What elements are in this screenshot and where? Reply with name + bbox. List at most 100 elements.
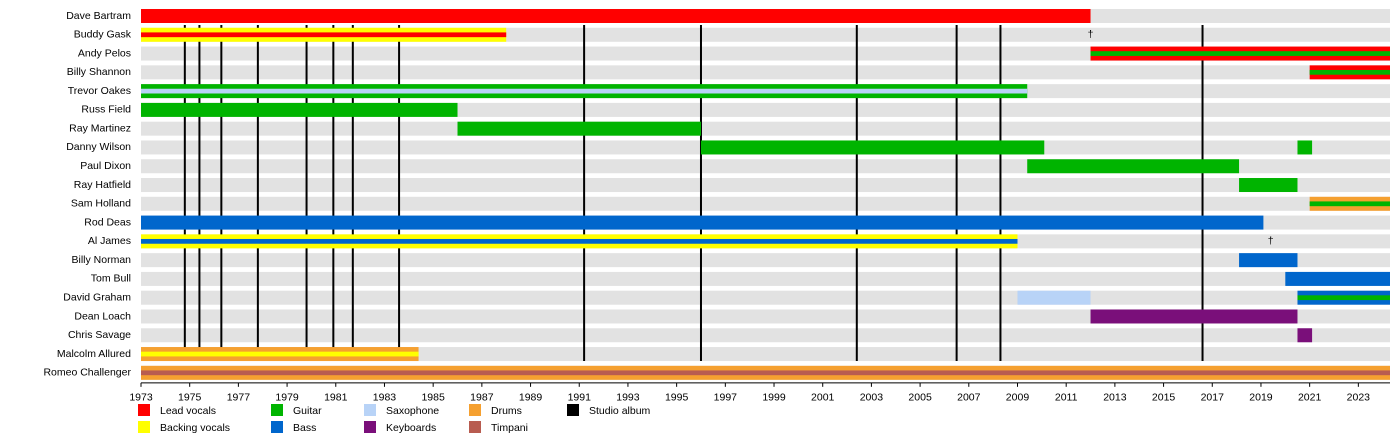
lane [141,178,1390,193]
x-tick-label: 1981 [324,392,348,404]
x-tick-label: 1991 [568,392,592,404]
member-name: Buddy Gask [74,29,132,41]
x-tick-label: 2007 [957,392,981,404]
member-name: David Graham [63,291,131,303]
legend-label: Timpani [491,422,528,434]
member-name: Romeo Challenger [43,367,131,379]
lane [141,309,1390,324]
member-name: Ray Hatfield [74,179,131,191]
bar-segment [1239,253,1298,268]
legend-swatch [364,404,376,416]
bar-segment [1027,159,1240,174]
bar-segment [141,102,458,117]
legend-swatch [271,421,283,433]
member-bar [700,140,1045,155]
legend-label: Studio album [589,405,651,417]
member-bar [141,102,458,117]
member-name: Dave Bartram [66,10,131,22]
member-bar [1297,328,1313,343]
lane [141,328,1390,343]
legend-label: Bass [293,422,316,434]
member-name: Al James [88,235,131,247]
x-tick-label: 1979 [275,392,299,404]
x-tick-label: 2001 [811,392,835,404]
member-bar [141,234,1018,249]
bar-stripe [141,88,1028,94]
legend-swatch [138,404,150,416]
member-bar [141,347,419,362]
member-name: Russ Field [81,104,131,116]
x-tick-label: 1975 [178,392,202,404]
bar-segment [1017,290,1091,305]
member-bar [1090,309,1298,324]
x-tick-label: 1977 [227,392,251,404]
lane [141,253,1390,268]
member-bar [1309,196,1390,211]
bar-stripe [1297,295,1390,301]
x-tick-label: 2003 [860,392,884,404]
member-bar [1297,290,1390,305]
x-tick-label: 1983 [373,392,397,404]
member-bar [141,365,1390,380]
member-bar [457,121,701,136]
x-tick-label: 2019 [1249,392,1273,404]
bar-segment [1285,271,1390,286]
bar-segment [141,215,1264,230]
lane [141,65,1390,80]
legend-swatch [469,404,481,416]
bar-stripe [1309,201,1390,207]
member-name: Ray Martinez [69,122,131,134]
lane [141,196,1390,211]
member-bar [1027,159,1240,174]
member-bar [141,215,1264,230]
x-tick-label: 2021 [1298,392,1322,404]
member-bar [141,9,1091,23]
legend-label: Backing vocals [160,422,230,434]
member-name: Billy Shannon [67,66,131,78]
bar-segment [1297,140,1313,155]
x-tick-label: 1997 [714,392,738,404]
x-tick-label: 1995 [665,392,689,404]
member-name: Trevor Oakes [68,85,131,97]
member-name: Danny Wilson [66,141,131,153]
x-tick-label: 2015 [1152,392,1176,404]
legend-label: Lead vocals [160,405,216,417]
legend-label: Keyboards [386,422,436,434]
x-tick-label: 2017 [1201,392,1225,404]
annotation: † [1268,235,1274,247]
member-name: Paul Dixon [80,160,131,172]
lane [141,347,1390,362]
bar-stripe [1309,69,1390,75]
lane [141,121,1390,136]
x-tick-label: 2013 [1103,392,1127,404]
x-tick-label: 1999 [762,392,786,404]
member-bar [1309,65,1390,80]
legend-swatch [271,404,283,416]
legend-label: Drums [491,405,522,417]
bar-stripe [141,351,419,357]
legend-label: Saxophone [386,405,439,417]
x-tick-label: 2023 [1347,392,1371,404]
bar-segment [1297,328,1313,343]
legend-swatch [469,421,481,433]
x-tick-label: 2005 [908,392,932,404]
bar-stripe [141,238,1018,244]
x-tick-label: 2009 [1006,392,1030,404]
bar-stripe [141,370,1390,376]
annotation: † [1088,29,1094,41]
member-name: Billy Norman [71,254,131,266]
legend-swatch [364,421,376,433]
member-bar [141,27,507,42]
member-name: Andy Pelos [78,47,131,59]
member-name: Tom Bull [91,273,131,285]
bar-stripe [141,32,507,38]
lane [141,46,1390,61]
bar-segment [1239,178,1298,193]
member-bar [1297,140,1313,155]
bar-stripe [1090,51,1390,56]
member-name: Chris Savage [68,329,131,341]
member-bar [141,84,1028,99]
member-bar [1017,290,1091,305]
member-name: Rod Deas [84,216,131,228]
